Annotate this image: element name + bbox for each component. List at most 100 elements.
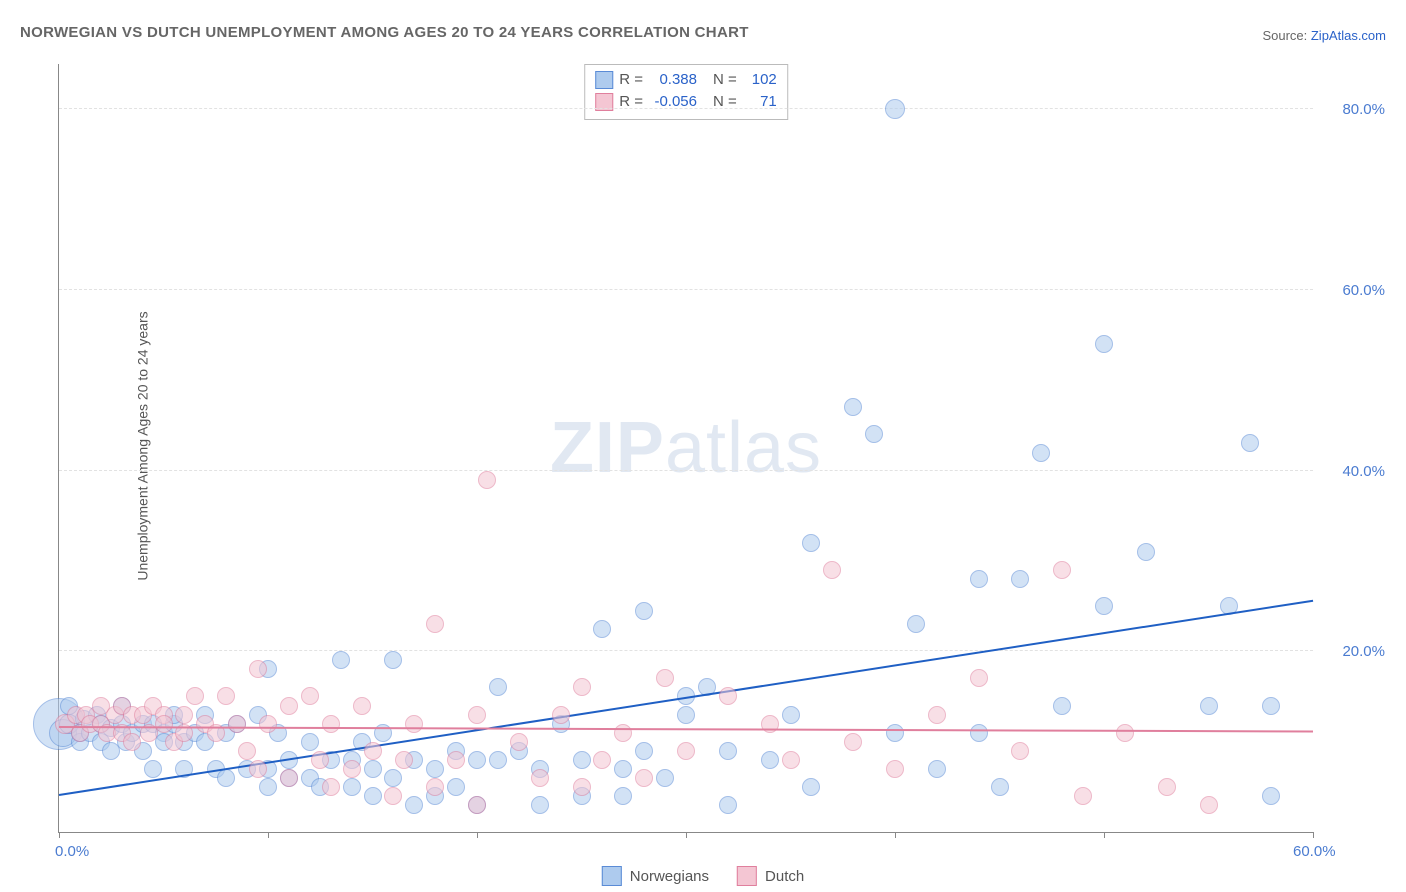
data-point bbox=[322, 715, 340, 733]
data-point bbox=[1158, 778, 1176, 796]
data-point bbox=[228, 715, 246, 733]
data-point bbox=[384, 769, 402, 787]
data-point bbox=[531, 796, 549, 814]
legend-label: Norwegians bbox=[630, 868, 709, 885]
data-point bbox=[364, 760, 382, 778]
data-point bbox=[259, 778, 277, 796]
data-point bbox=[468, 796, 486, 814]
x-tick-label: 0.0% bbox=[55, 843, 89, 860]
data-point bbox=[719, 687, 737, 705]
data-point bbox=[1095, 597, 1113, 615]
data-point bbox=[259, 715, 277, 733]
data-point bbox=[332, 651, 350, 669]
data-point bbox=[1053, 561, 1071, 579]
data-point bbox=[928, 760, 946, 778]
x-tick-mark bbox=[686, 832, 687, 838]
stats-n-label: N = bbox=[713, 69, 737, 91]
watermark-atlas: atlas bbox=[665, 408, 822, 488]
data-point bbox=[635, 602, 653, 620]
data-point bbox=[405, 796, 423, 814]
data-point bbox=[928, 706, 946, 724]
source-label: Source: ZipAtlas.com bbox=[1262, 28, 1386, 43]
data-point bbox=[531, 769, 549, 787]
data-point bbox=[1200, 697, 1218, 715]
data-point bbox=[238, 742, 256, 760]
watermark: ZIPatlas bbox=[550, 407, 822, 489]
data-point bbox=[1137, 543, 1155, 561]
data-point bbox=[217, 687, 235, 705]
x-tick-mark bbox=[1313, 832, 1314, 838]
data-point bbox=[844, 398, 862, 416]
data-point bbox=[343, 778, 361, 796]
data-point bbox=[311, 751, 329, 769]
gridline bbox=[59, 650, 1313, 651]
data-point bbox=[1032, 444, 1050, 462]
x-tick-mark bbox=[895, 832, 896, 838]
data-point bbox=[1116, 724, 1134, 742]
legend-label: Dutch bbox=[765, 868, 804, 885]
data-point bbox=[782, 706, 800, 724]
data-point bbox=[1262, 697, 1280, 715]
data-point bbox=[886, 724, 904, 742]
data-point bbox=[635, 769, 653, 787]
data-point bbox=[885, 99, 905, 119]
data-point bbox=[593, 620, 611, 638]
data-point bbox=[384, 651, 402, 669]
x-tick-mark bbox=[477, 832, 478, 838]
trend-line bbox=[59, 600, 1313, 796]
data-point bbox=[144, 760, 162, 778]
stats-n-value: 102 bbox=[743, 69, 777, 91]
data-point bbox=[468, 751, 486, 769]
data-point bbox=[468, 706, 486, 724]
data-point bbox=[405, 715, 423, 733]
data-point bbox=[280, 769, 298, 787]
data-point bbox=[656, 669, 674, 687]
data-point bbox=[489, 678, 507, 696]
data-point bbox=[1011, 570, 1029, 588]
data-point bbox=[823, 561, 841, 579]
data-point bbox=[573, 678, 591, 696]
chart-plot-area: ZIPatlas R =0.388N =102R =-0.056N =71 20… bbox=[58, 64, 1313, 833]
gridline bbox=[59, 289, 1313, 290]
data-point bbox=[249, 660, 267, 678]
data-point bbox=[970, 724, 988, 742]
data-point bbox=[280, 697, 298, 715]
stats-r-label: R = bbox=[619, 91, 643, 113]
data-point bbox=[677, 742, 695, 760]
data-point bbox=[677, 706, 695, 724]
data-point bbox=[343, 760, 361, 778]
data-point bbox=[970, 669, 988, 687]
data-point bbox=[447, 778, 465, 796]
chart-title: NORWEGIAN VS DUTCH UNEMPLOYMENT AMONG AG… bbox=[20, 24, 749, 41]
data-point bbox=[719, 742, 737, 760]
x-tick-mark bbox=[1104, 832, 1105, 838]
data-point bbox=[593, 751, 611, 769]
data-point bbox=[478, 471, 496, 489]
data-point bbox=[510, 733, 528, 751]
watermark-zip: ZIP bbox=[550, 408, 665, 488]
data-point bbox=[635, 742, 653, 760]
data-point bbox=[761, 751, 779, 769]
data-point bbox=[1241, 434, 1259, 452]
data-point bbox=[886, 760, 904, 778]
data-point bbox=[364, 787, 382, 805]
source-link[interactable]: ZipAtlas.com bbox=[1311, 28, 1386, 43]
legend-swatch bbox=[602, 866, 622, 886]
data-point bbox=[614, 787, 632, 805]
y-tick-label: 60.0% bbox=[1342, 282, 1385, 299]
data-point bbox=[1095, 335, 1113, 353]
data-point bbox=[865, 425, 883, 443]
stats-swatch bbox=[595, 71, 613, 89]
gridline bbox=[59, 108, 1313, 109]
data-point bbox=[782, 751, 800, 769]
gridline bbox=[59, 470, 1313, 471]
data-point bbox=[395, 751, 413, 769]
stats-row: R =0.388N =102 bbox=[595, 69, 777, 91]
data-point bbox=[364, 742, 382, 760]
stats-row: R =-0.056N =71 bbox=[595, 91, 777, 113]
source-prefix: Source: bbox=[1262, 28, 1310, 43]
data-point bbox=[217, 769, 235, 787]
y-tick-label: 80.0% bbox=[1342, 101, 1385, 118]
stats-r-value: 0.388 bbox=[649, 69, 697, 91]
x-tick-label: 60.0% bbox=[1293, 843, 1336, 860]
